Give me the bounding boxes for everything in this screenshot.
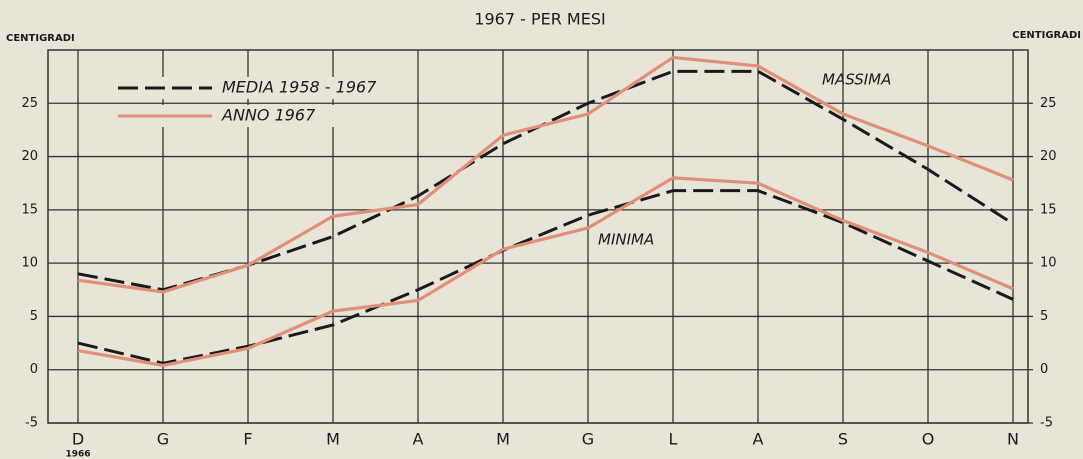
- x-tick-label: D: [72, 430, 84, 449]
- x-tick-label: G: [582, 430, 594, 449]
- y2-tick-label: 25: [1040, 96, 1057, 111]
- line-series: [77, 55, 1014, 294]
- x-tick-label: F: [243, 430, 252, 449]
- category-note: 1966: [65, 450, 90, 459]
- chart-title: 1967 - PER MESI: [474, 10, 605, 29]
- y-tick-label: 10: [21, 256, 38, 271]
- y2-tick-label: 0: [1040, 362, 1048, 377]
- y2-axis-label: CENTIGRADI: [1012, 30, 1081, 41]
- y-tick-label: 15: [21, 202, 38, 217]
- x-tick-label: L: [669, 430, 678, 449]
- line-series: [77, 189, 1014, 365]
- x-tick-label: A: [753, 430, 764, 449]
- legend-label: ANNO 1967: [221, 106, 316, 125]
- x-tick-label: N: [1007, 430, 1019, 449]
- y-tick-label: 0: [30, 362, 38, 377]
- x-tick-label: M: [326, 430, 340, 449]
- x-tick-label: O: [922, 430, 935, 449]
- y2-tick-label: 5: [1040, 309, 1048, 324]
- x-tick-label: M: [496, 430, 510, 449]
- y2-tick-label: -5: [1040, 416, 1053, 431]
- x-tick-label: S: [838, 430, 848, 449]
- x-tick-label: G: [157, 430, 169, 449]
- y-tick-label: 5: [30, 309, 38, 324]
- x-tick-label: A: [413, 430, 424, 449]
- y2-tick-label: 10: [1040, 256, 1057, 271]
- y2-tick-label: 20: [1040, 149, 1057, 164]
- legend-bg: [112, 105, 412, 127]
- legend-label: MEDIA 1958 - 1967: [222, 78, 377, 97]
- y-tick-label: 20: [21, 149, 38, 164]
- y-tick-label: -5: [25, 416, 38, 431]
- y2-tick-label: 15: [1040, 202, 1057, 217]
- y-axis-label: CENTIGRADI: [6, 33, 75, 44]
- line-series: [77, 176, 1014, 368]
- annotation: MASSIMA: [822, 71, 891, 89]
- annotation: MINIMA: [598, 231, 654, 249]
- y-tick-label: 25: [21, 96, 38, 111]
- legend-bg: [112, 77, 412, 99]
